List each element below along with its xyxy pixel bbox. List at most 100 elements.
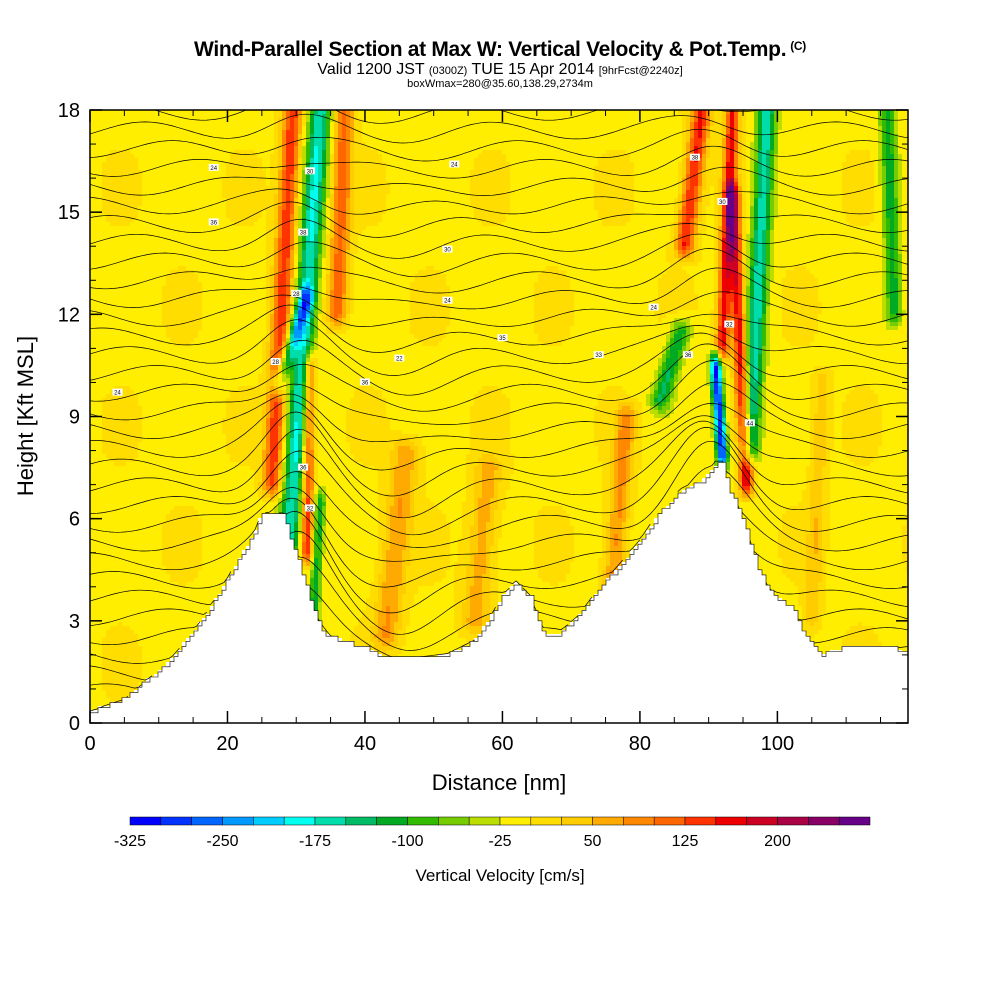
isentrope-label: 24 xyxy=(648,303,659,312)
y-tick-label: 12 xyxy=(58,304,80,326)
isentrope-line xyxy=(90,495,908,588)
colorbar-swatch xyxy=(253,816,285,826)
isentrope-line xyxy=(90,93,908,102)
svg-text:44: 44 xyxy=(747,421,754,427)
colorbar-tick-label: 50 xyxy=(584,833,602,850)
isentrope-line xyxy=(90,665,153,681)
isentrope-label: 24 xyxy=(449,160,460,168)
isentrope-line xyxy=(90,427,908,536)
isentrope-label: 32 xyxy=(724,320,735,329)
isentrope-label: 22 xyxy=(394,354,405,363)
y-tick-label: 6 xyxy=(69,509,80,531)
isentrope-line xyxy=(90,381,908,443)
isentrope-label: 38 xyxy=(689,153,700,162)
colorbar-tick-label: 200 xyxy=(764,833,791,850)
isentrope-line xyxy=(90,460,908,562)
isentrope-label: 36 xyxy=(298,463,309,472)
terrain-mask xyxy=(90,462,908,723)
svg-text:32: 32 xyxy=(307,506,314,512)
colorbar-swatch xyxy=(499,816,532,826)
isentrope-label: 35 xyxy=(497,334,508,342)
copyright-mark: (C) xyxy=(790,39,806,53)
isentrope-label: 28 xyxy=(270,358,281,366)
colorbar-swatch xyxy=(715,816,747,826)
colorbar-tick-label: -250 xyxy=(206,833,238,850)
isentrope-line xyxy=(90,343,908,412)
svg-text:30: 30 xyxy=(307,169,314,175)
isentrope-label: 24 xyxy=(208,163,219,172)
isentrope-line xyxy=(90,113,908,144)
isentrope-line xyxy=(90,267,908,310)
colorbar-title: Vertical Velocity [cm/s] xyxy=(415,866,584,885)
svg-text:24: 24 xyxy=(650,306,657,312)
svg-text:22: 22 xyxy=(396,357,403,363)
colorbar-swatch xyxy=(129,816,162,826)
isentrope-label: 28 xyxy=(291,289,302,298)
x-tick-label: 40 xyxy=(354,733,376,755)
y-tick-label: 0 xyxy=(69,713,80,735)
colorbar-tick-label: -25 xyxy=(488,833,511,850)
isentrope-lines: 24 30 36 38 24 30 28 24 24 38 30 22 35 33 36 24 28 36 36 32… xyxy=(90,93,908,712)
x-tick-label: 60 xyxy=(491,733,513,755)
isentrope-line xyxy=(90,531,908,635)
colorbar-swatch xyxy=(160,816,192,826)
y-tick-label: 9 xyxy=(69,407,80,429)
colorbar-swatch xyxy=(561,816,593,826)
colorbar-swatch xyxy=(623,816,655,826)
colorbar-swatch xyxy=(468,816,501,826)
svg-text:32: 32 xyxy=(726,323,733,329)
svg-text:28: 28 xyxy=(293,292,300,298)
isentrope-label: 24 xyxy=(112,388,123,397)
colorbar-tick-label: 125 xyxy=(672,833,699,850)
isentrope-line xyxy=(90,166,908,196)
isentrope-label: 36 xyxy=(683,351,694,359)
svg-text:36: 36 xyxy=(300,466,307,472)
x-axis-title: Distance [nm] xyxy=(432,770,567,795)
isentrope-line xyxy=(90,201,908,238)
isentrope-label: 32 xyxy=(304,504,315,512)
chart-title: Wind-Parallel Section at Max W: Vertical… xyxy=(0,38,1000,62)
isentrope-line xyxy=(90,420,908,519)
x-tick-label: 80 xyxy=(629,733,651,755)
isentrope-line xyxy=(153,110,908,124)
colorbar-swatch xyxy=(684,816,717,826)
chart-subtitle: Valid 1200 JST (0300Z) TUE 15 Apr 2014 [… xyxy=(0,61,1000,79)
isentrope-line xyxy=(90,218,908,259)
colorbar-swatch xyxy=(808,816,840,826)
colorbar-tick-label: -325 xyxy=(114,833,146,850)
isentrope-label: 36 xyxy=(208,218,219,226)
colorbar-swatch xyxy=(283,816,316,826)
terrain-profile xyxy=(90,462,908,723)
valid-time-utc: (0300Z) xyxy=(428,65,468,77)
isentrope-label: 44 xyxy=(744,419,755,427)
svg-text:24: 24 xyxy=(210,166,217,172)
velocity-field xyxy=(90,110,908,710)
colorbar-swatch xyxy=(345,816,377,826)
svg-text:36: 36 xyxy=(210,220,217,226)
svg-text:24: 24 xyxy=(114,391,121,397)
isentrope-label: 30 xyxy=(717,197,728,206)
svg-text:28: 28 xyxy=(272,360,279,366)
isentrope-label: 38 xyxy=(298,228,309,237)
isentrope-line xyxy=(90,128,908,162)
svg-text:36: 36 xyxy=(685,353,692,359)
svg-text:30: 30 xyxy=(719,200,726,206)
isentrope-line xyxy=(90,411,908,497)
colorbar-swatch xyxy=(530,816,562,826)
isentrope-line xyxy=(90,188,908,215)
isentrope-line xyxy=(90,233,908,278)
x-tick-label: 100 xyxy=(761,733,794,755)
isentrope-line xyxy=(90,145,908,179)
colorbar-swatch xyxy=(746,816,778,826)
colorbar-tick-label: -100 xyxy=(391,833,423,850)
isentrope-line xyxy=(90,400,908,471)
valid-time: Valid 1200 JST xyxy=(317,61,425,78)
isentrope-line xyxy=(90,576,908,658)
isentrope-label: 36 xyxy=(359,378,370,386)
colorbar-swatch xyxy=(838,816,871,826)
box-info: boxWmax=280@35.60,138.29,2734m xyxy=(407,78,593,90)
isentrope-line xyxy=(90,440,908,548)
isentrope-line xyxy=(90,332,908,396)
